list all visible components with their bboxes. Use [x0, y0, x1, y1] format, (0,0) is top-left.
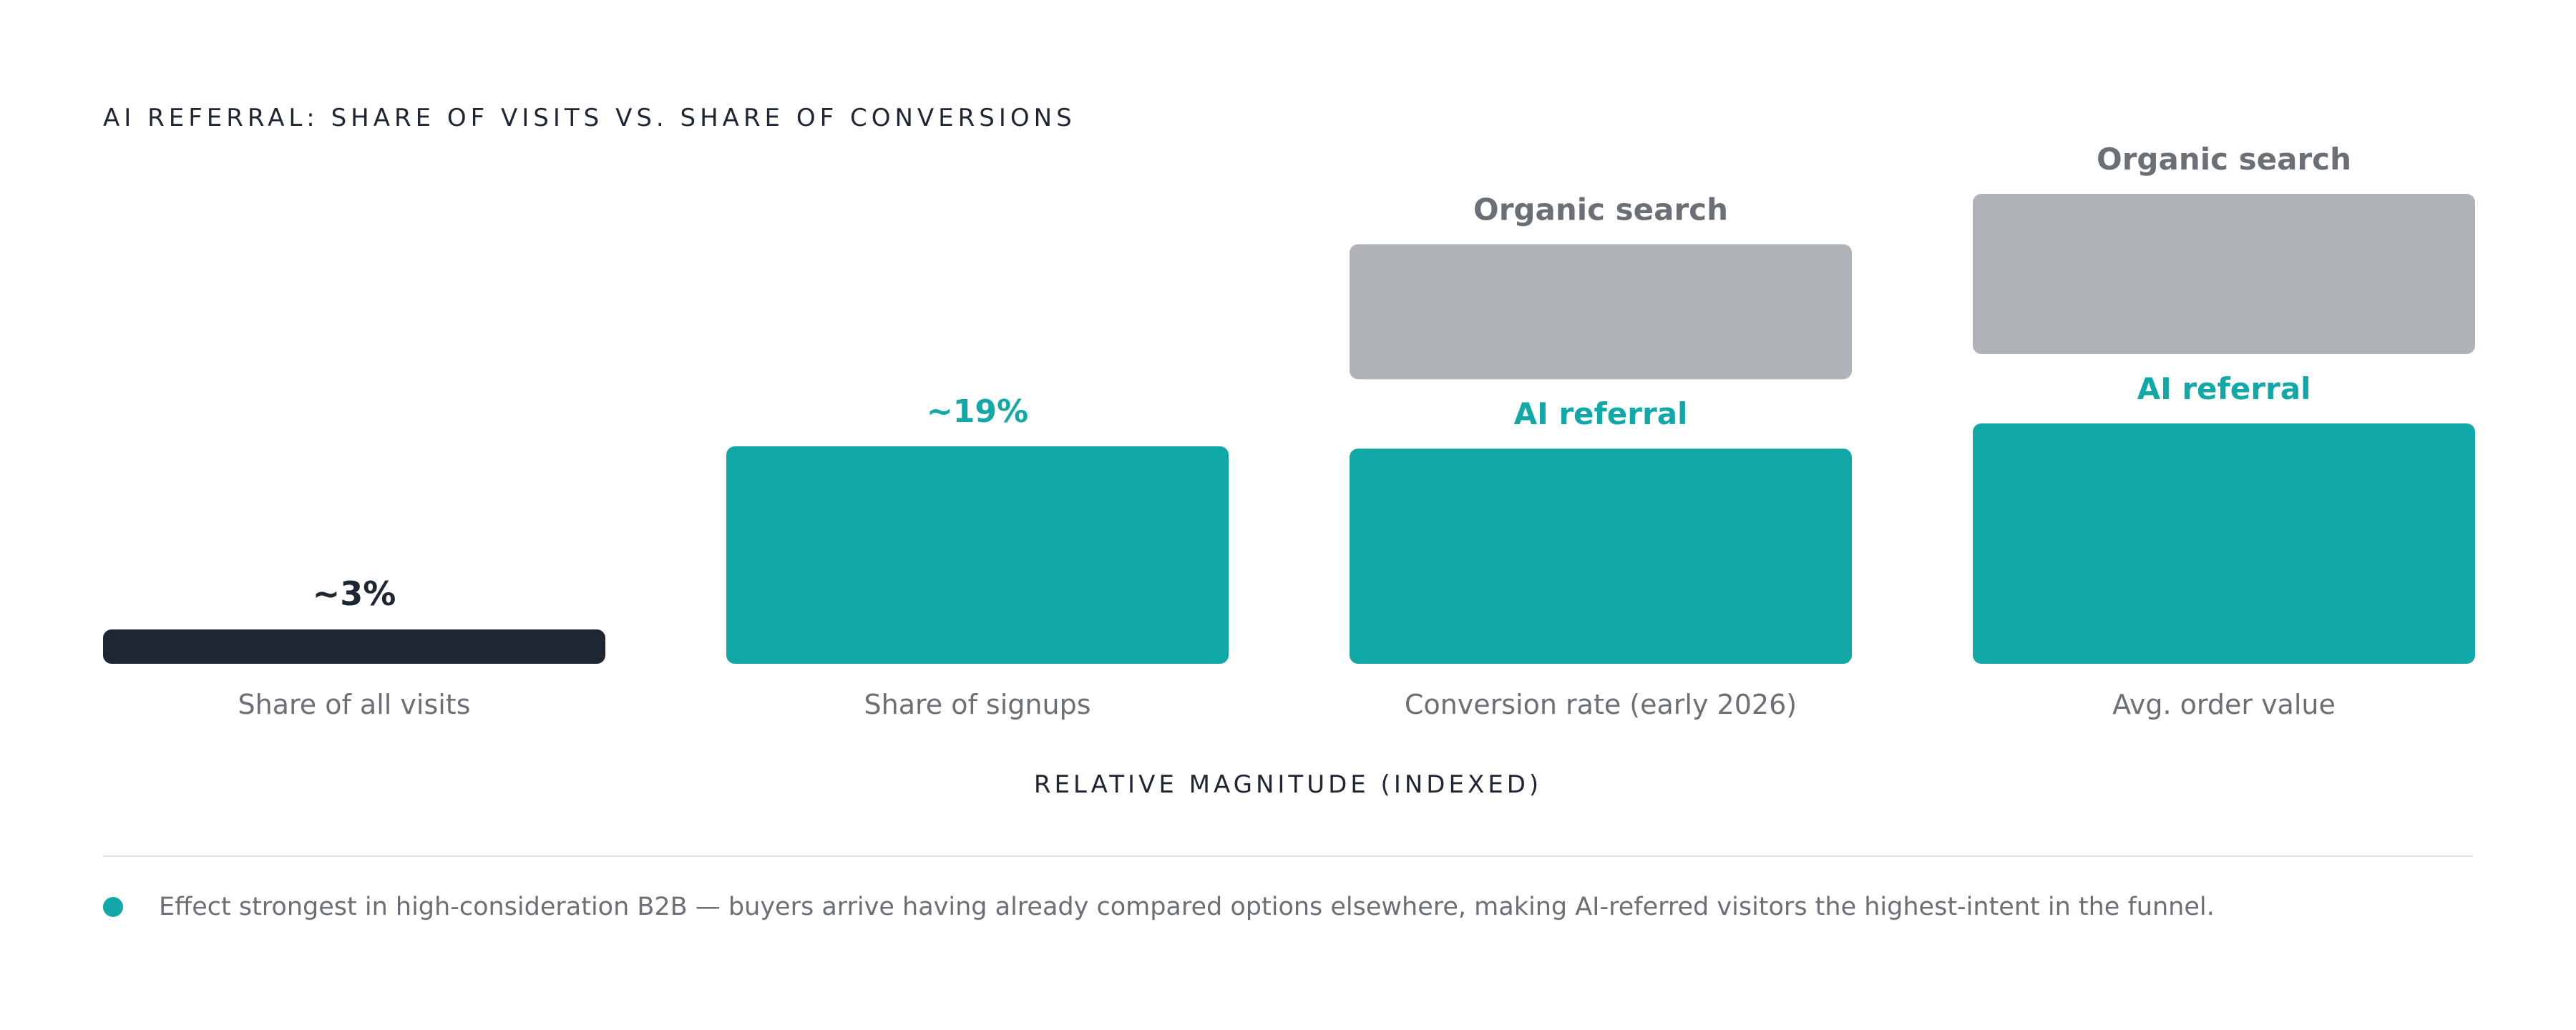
- bar-label-1-1: ~3%: [313, 574, 396, 613]
- bar-label-3-2: Organic search: [1473, 192, 1728, 227]
- footnote-bullet-icon: [103, 897, 123, 917]
- footnote: Effect strongest in high-consideration B…: [103, 890, 2473, 924]
- category-label-2: Share of signups: [864, 689, 1091, 720]
- bar-label-4-1: AI referral: [2137, 371, 2311, 406]
- category-label-3: Conversion rate (early 2026): [1405, 689, 1797, 720]
- bar-4-2: [1973, 194, 2475, 354]
- category-label-1: Share of all visits: [238, 689, 470, 720]
- bar-2-1: [726, 446, 1229, 664]
- bar-label-2-1: ~19%: [927, 393, 1028, 430]
- x-axis-label: RELATIVE MAGNITUDE (INDEXED): [1034, 770, 1542, 799]
- chart-title: AI REFERRAL: SHARE OF VISITS VS. SHARE O…: [103, 104, 1076, 132]
- bar-1-1: [103, 629, 605, 664]
- bar-label-4-2: Organic search: [2097, 142, 2351, 177]
- bar-label-3-1: AI referral: [1514, 396, 1688, 431]
- bar-4-1: [1973, 423, 2475, 664]
- category-label-4: Avg. order value: [2112, 689, 2336, 720]
- divider: [103, 855, 2473, 857]
- bar-3-2: [1350, 244, 1852, 380]
- footnote-text: Effect strongest in high-consideration B…: [159, 893, 2215, 921]
- bar-3-1: [1350, 448, 1852, 664]
